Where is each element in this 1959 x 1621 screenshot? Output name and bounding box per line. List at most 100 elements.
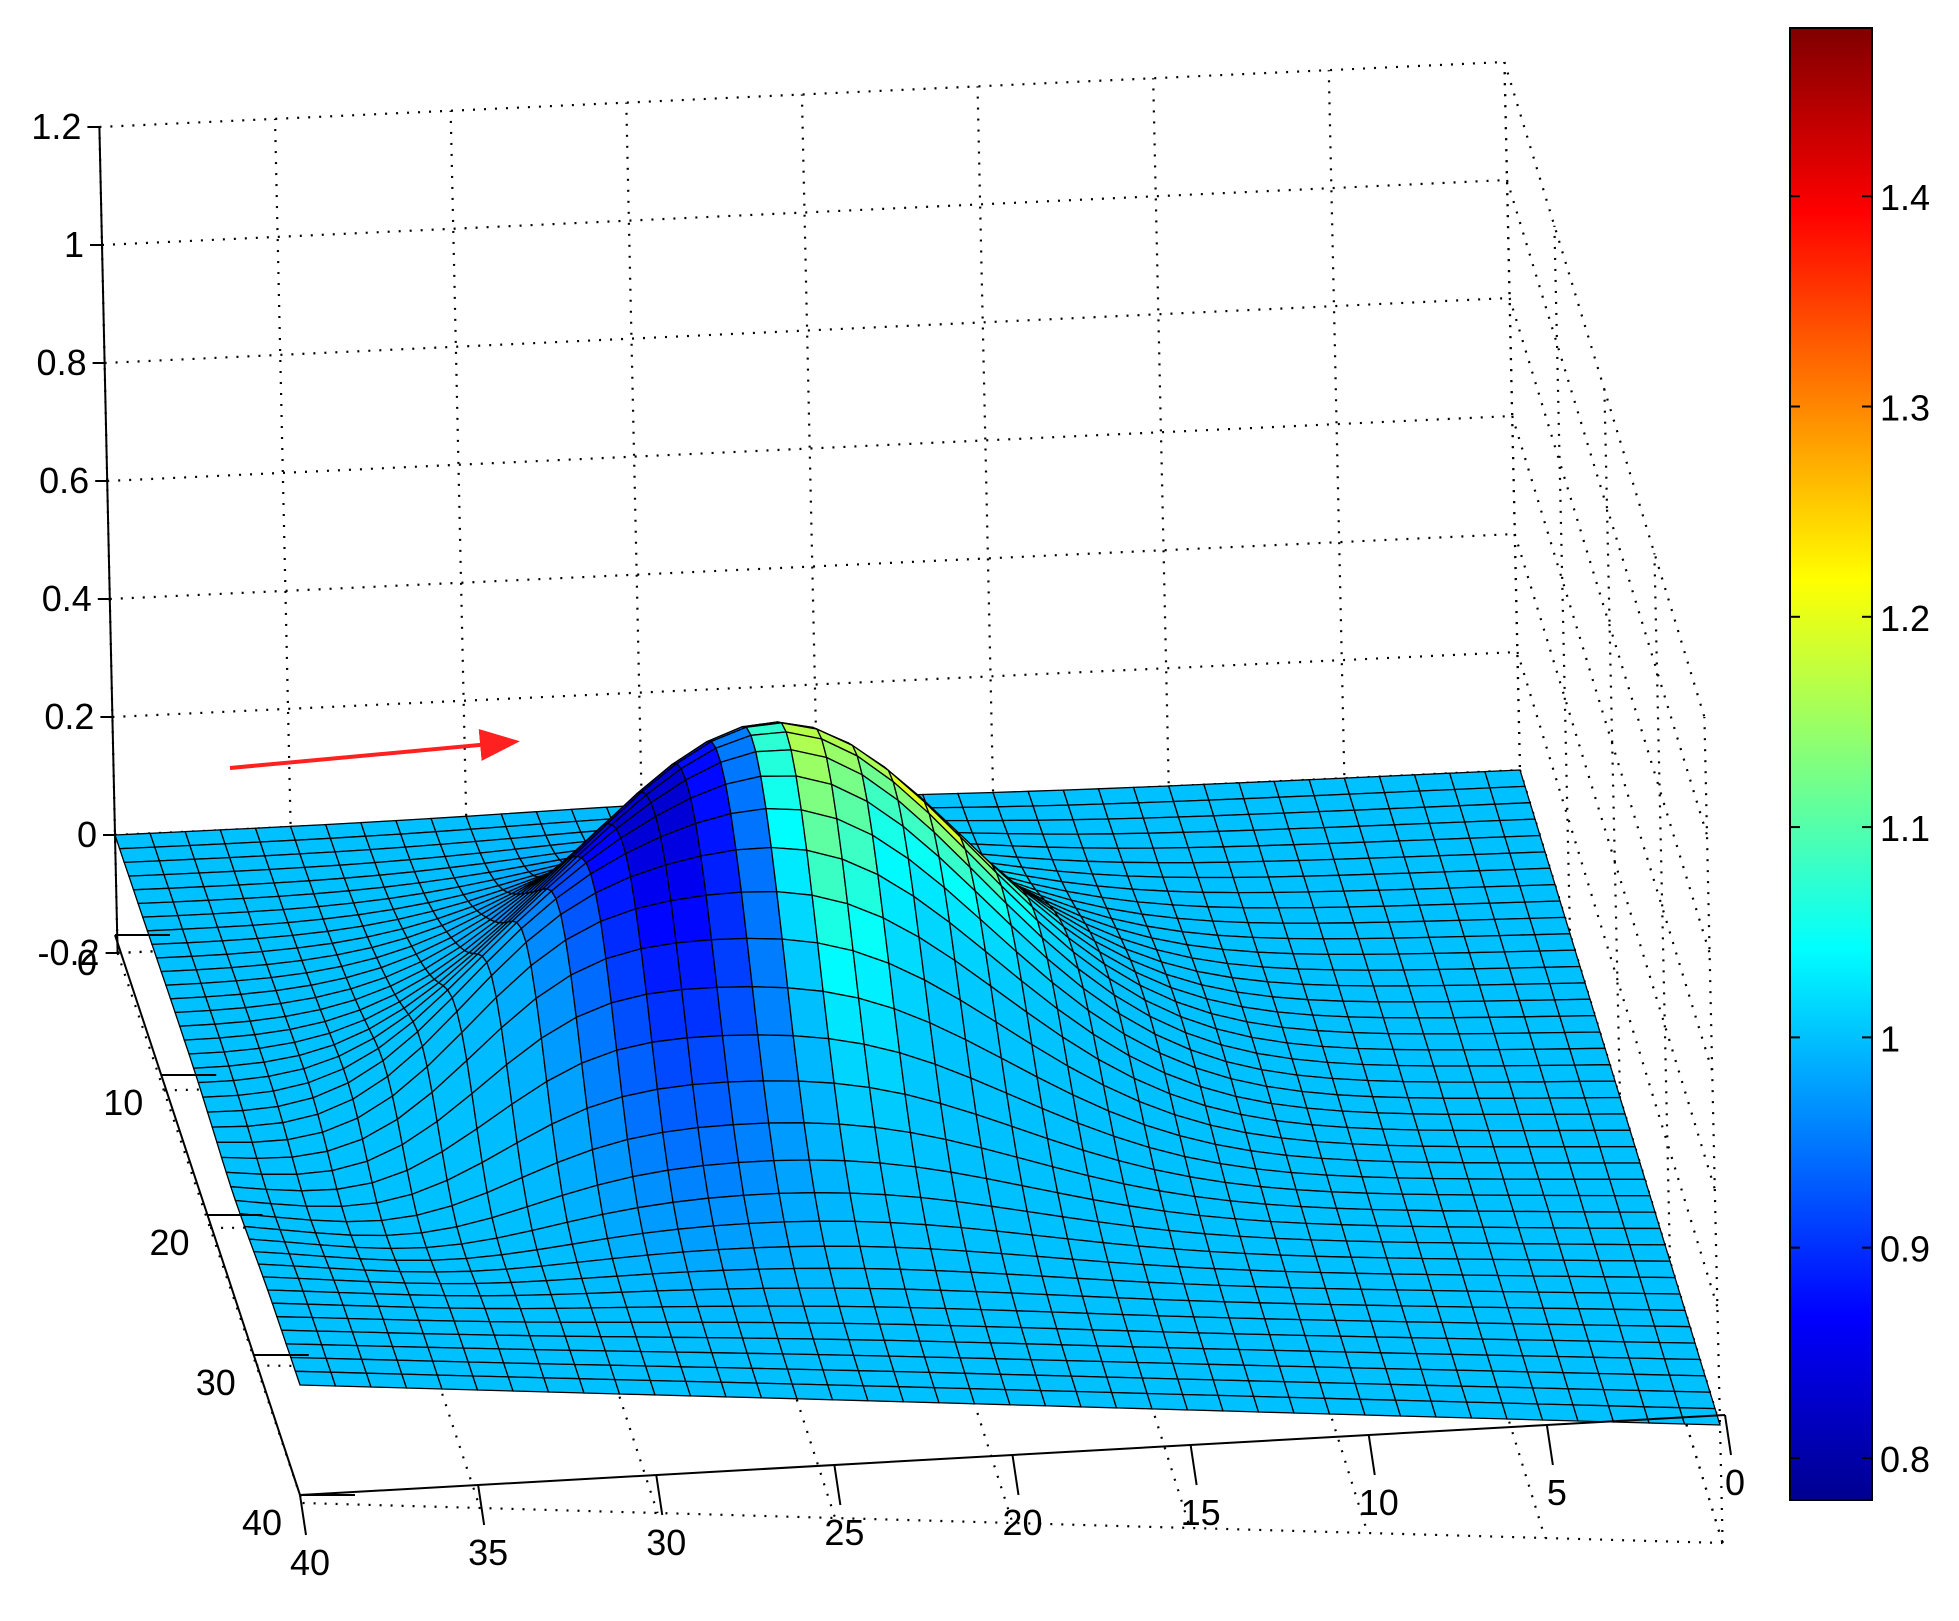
surface-patch [1663, 1358, 1706, 1377]
surface-patch [1287, 937, 1330, 956]
back-grid-line [976, 86, 997, 913]
surface-patch [670, 894, 713, 944]
surface-patch [980, 1308, 1023, 1329]
surface-patch [1288, 1396, 1331, 1415]
surface-patch [1484, 769, 1526, 789]
surface-patch [1538, 949, 1581, 968]
colorbar-tick-label: 0.9 [1880, 1229, 1930, 1270]
surface-patch [219, 827, 262, 845]
x-tick [299, 1494, 307, 1536]
surface-patch [1592, 1356, 1635, 1375]
surface-patch [1208, 1250, 1251, 1271]
surface-patch [417, 1319, 460, 1336]
surface-patch [1543, 1194, 1586, 1213]
surface-patch [1257, 844, 1300, 863]
surface-patch [599, 1335, 642, 1353]
surface-patch [968, 1387, 1011, 1406]
surface-patch [457, 1333, 500, 1350]
surface-patch [1177, 815, 1220, 833]
y-tick-label: 0 [77, 942, 97, 983]
surface-patch [1188, 1299, 1231, 1319]
surface-patch [1430, 1400, 1473, 1419]
surface-patch [1039, 1389, 1082, 1408]
surface-patch [1384, 1367, 1427, 1386]
surface-patch [818, 1220, 861, 1248]
surface-patch [1121, 1313, 1165, 1333]
surface-patch [1417, 1129, 1460, 1148]
surface-patch [924, 1223, 968, 1252]
surface-patch [1132, 785, 1175, 804]
surface-patch [956, 791, 999, 809]
surface-patch [1431, 1177, 1474, 1196]
surface-patch [1533, 933, 1576, 952]
surface-patch [403, 1282, 446, 1297]
surface-patch [798, 1287, 841, 1308]
surface-patch [1239, 1235, 1282, 1256]
surface-patch [621, 1290, 663, 1309]
surface-patch [177, 913, 219, 930]
surface-patch [132, 887, 175, 905]
surface-patch [1493, 917, 1536, 937]
surface-patch [852, 1354, 895, 1373]
surface-patch [1421, 1257, 1464, 1276]
surface-patch [732, 1122, 775, 1164]
surface-patch [626, 1131, 669, 1178]
surface-patch [848, 1339, 890, 1357]
surface-patch [1582, 1324, 1625, 1343]
surface-patch [1137, 1245, 1180, 1268]
surface-patch [1461, 1274, 1504, 1293]
x-tick-label: 15 [1181, 1492, 1221, 1533]
surface-patch [1330, 1191, 1373, 1211]
surface-patch [1273, 1349, 1316, 1368]
surface-patch [736, 1321, 779, 1340]
z-tick-label: -0.2 [38, 932, 100, 973]
surface-patch [770, 846, 813, 896]
surface-patch [706, 1336, 749, 1354]
surface-patch [767, 1122, 811, 1162]
surface-patch [1613, 1308, 1656, 1327]
surface-patch [329, 1371, 372, 1388]
surface-patch [1336, 1094, 1379, 1114]
surface-patch [670, 1336, 713, 1354]
surface-patch [224, 841, 266, 859]
surface-patch [1354, 1382, 1397, 1401]
surface-patch [1102, 1241, 1145, 1266]
surface-patch [1162, 1331, 1205, 1350]
surface-patch [1452, 1129, 1495, 1148]
surface-patch [1467, 1065, 1510, 1083]
surface-patch [1345, 1240, 1388, 1259]
surface-patch [868, 1287, 911, 1309]
surface-patch [1508, 966, 1551, 985]
surface-patch [1329, 1303, 1372, 1322]
surface-patch [1427, 1049, 1470, 1067]
surface-patch [1390, 1273, 1433, 1292]
side-grid-line [1513, 533, 1716, 1190]
surface-patch [1548, 982, 1591, 1001]
surface-patch [1203, 782, 1245, 801]
surface-patch [1288, 826, 1330, 846]
surface-patch [1418, 788, 1461, 808]
surface-patch [1378, 888, 1421, 907]
x-tick-label: 35 [468, 1532, 508, 1573]
surface-patch [1232, 876, 1275, 894]
surface-patch [1557, 1243, 1601, 1262]
surface-patch [1407, 1097, 1450, 1115]
surface-patch [1483, 885, 1526, 904]
surface-patch [427, 1346, 470, 1363]
surface-patch [1436, 1193, 1479, 1212]
surface-patch [1370, 1320, 1413, 1339]
surface-patch [762, 1080, 805, 1124]
surface-patch [1176, 1378, 1219, 1397]
surface-patch [961, 806, 1004, 822]
surface-patch [955, 1200, 998, 1232]
surface-patch [1448, 770, 1491, 791]
surface-patch [822, 990, 865, 1045]
surface-patch [1453, 1016, 1496, 1035]
surface-patch [1623, 1341, 1666, 1360]
surface-patch [1583, 1211, 1626, 1229]
surface-patch [1482, 1226, 1525, 1245]
surface-patch [923, 1356, 966, 1374]
surface-patch [1623, 1227, 1666, 1246]
x-tick [833, 1464, 842, 1506]
surface-patch [1572, 1404, 1615, 1423]
